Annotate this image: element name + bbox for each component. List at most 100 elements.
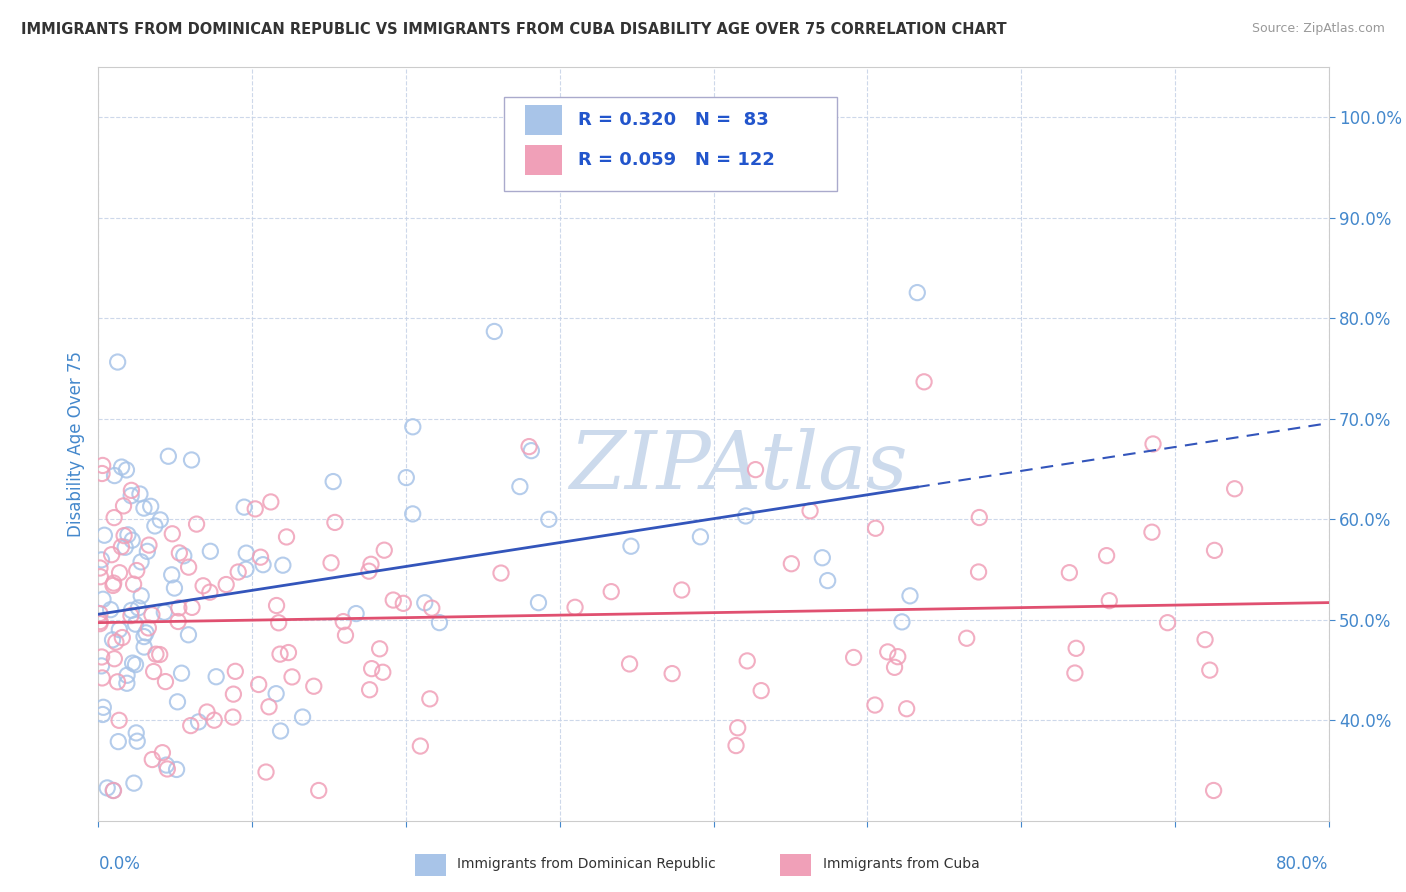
- Text: 0.0%: 0.0%: [98, 855, 141, 872]
- Point: [799, 504, 821, 518]
- Point: [134, 640, 156, 654]
- Point: [166, 695, 188, 709]
- Point: [744, 462, 766, 476]
- Point: [124, 617, 146, 632]
- Text: 80.0%: 80.0%: [1277, 855, 1329, 872]
- Point: [127, 734, 149, 748]
- Point: [883, 660, 905, 674]
- Point: [96, 780, 118, 795]
- Point: [520, 443, 543, 458]
- Point: [489, 566, 512, 580]
- Y-axis label: Disability Age Over 75: Disability Age Over 75: [66, 351, 84, 537]
- Point: [100, 548, 122, 562]
- Point: [132, 630, 155, 644]
- Point: [360, 662, 382, 676]
- Point: [115, 676, 138, 690]
- Point: [180, 453, 202, 467]
- Point: [905, 285, 928, 300]
- Point: [191, 579, 214, 593]
- Point: [177, 628, 200, 642]
- Point: [689, 530, 711, 544]
- Point: [120, 489, 142, 503]
- Point: [264, 687, 287, 701]
- Point: [1202, 783, 1225, 797]
- Point: [187, 714, 209, 729]
- Point: [200, 544, 222, 558]
- Point: [734, 508, 756, 523]
- Point: [1064, 641, 1087, 656]
- Text: R = 0.059   N = 122: R = 0.059 N = 122: [578, 151, 775, 169]
- Point: [111, 631, 134, 645]
- Point: [1140, 525, 1163, 540]
- Point: [235, 546, 257, 560]
- Point: [157, 450, 180, 464]
- Point: [162, 526, 184, 541]
- Point: [382, 593, 405, 607]
- Point: [114, 541, 136, 555]
- Point: [120, 603, 142, 617]
- Point: [420, 601, 443, 615]
- Point: [91, 707, 114, 722]
- Point: [308, 783, 330, 797]
- Point: [260, 495, 283, 509]
- Point: [865, 521, 887, 535]
- Point: [1142, 437, 1164, 451]
- Point: [967, 565, 990, 579]
- Point: [125, 726, 148, 740]
- Point: [402, 419, 425, 434]
- Point: [215, 577, 238, 591]
- Point: [103, 783, 125, 797]
- Point: [135, 625, 157, 640]
- Point: [167, 615, 190, 629]
- Point: [359, 682, 381, 697]
- Point: [661, 666, 683, 681]
- Text: Immigrants from Cuba: Immigrants from Cuba: [823, 857, 979, 871]
- Point: [811, 550, 834, 565]
- Point: [90, 659, 112, 673]
- Point: [177, 560, 200, 574]
- Point: [89, 615, 111, 629]
- Point: [727, 721, 749, 735]
- Point: [956, 632, 979, 646]
- Point: [173, 549, 195, 563]
- Point: [103, 468, 125, 483]
- Point: [129, 487, 152, 501]
- Point: [392, 596, 415, 610]
- Point: [1064, 666, 1087, 681]
- Point: [429, 615, 451, 630]
- Point: [91, 592, 114, 607]
- Point: [169, 546, 191, 560]
- Point: [103, 510, 125, 524]
- Point: [863, 698, 886, 712]
- Point: [817, 574, 839, 588]
- Point: [89, 570, 111, 584]
- Point: [115, 668, 138, 682]
- Point: [222, 710, 245, 724]
- Point: [224, 665, 246, 679]
- Point: [156, 762, 179, 776]
- Point: [969, 510, 991, 524]
- Point: [371, 665, 394, 680]
- Point: [600, 584, 623, 599]
- Point: [125, 564, 148, 578]
- Point: [749, 683, 772, 698]
- Point: [100, 602, 122, 616]
- Point: [127, 600, 149, 615]
- Point: [266, 599, 288, 613]
- Point: [103, 783, 125, 797]
- Point: [1198, 663, 1220, 677]
- Point: [373, 543, 395, 558]
- Point: [270, 724, 292, 739]
- Point: [252, 558, 274, 572]
- Point: [141, 752, 163, 766]
- Point: [842, 650, 865, 665]
- Point: [198, 585, 221, 599]
- Point: [671, 582, 693, 597]
- Point: [484, 325, 506, 339]
- Point: [409, 739, 432, 753]
- Point: [120, 483, 142, 498]
- Point: [335, 628, 357, 642]
- Point: [170, 666, 193, 681]
- Point: [115, 463, 138, 477]
- Point: [205, 670, 228, 684]
